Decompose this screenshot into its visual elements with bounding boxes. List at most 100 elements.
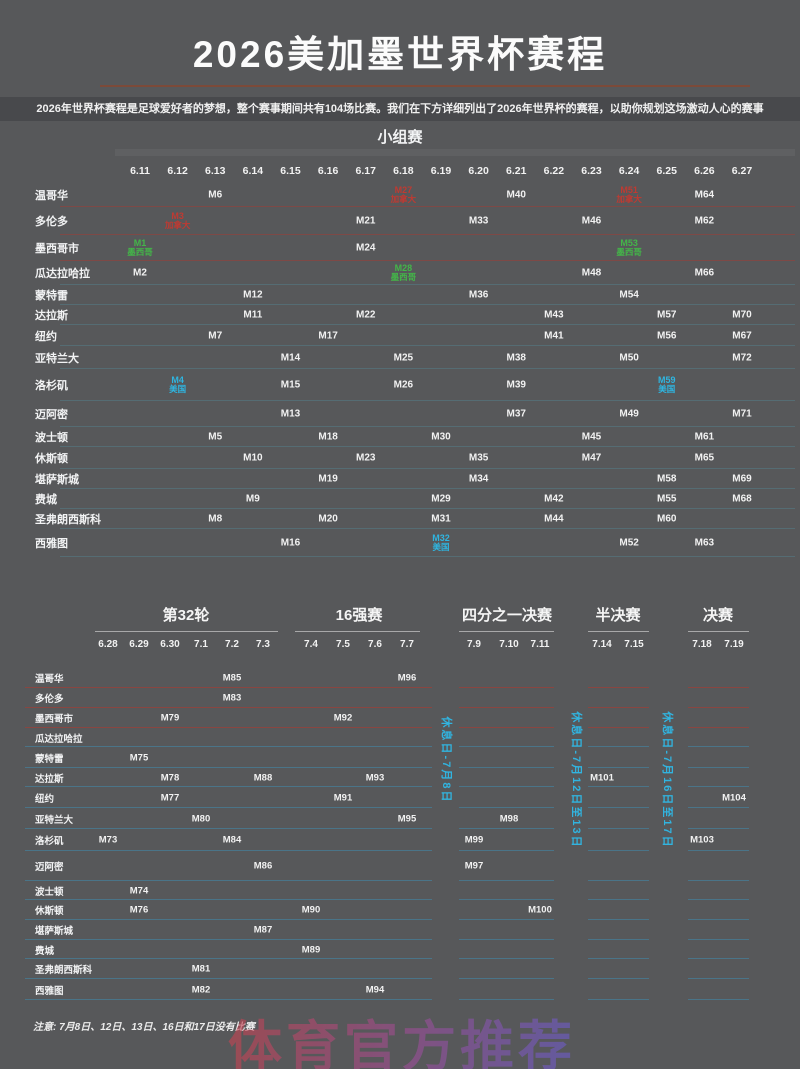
date-label: 6.19 [430, 165, 452, 177]
row-line [25, 850, 432, 851]
footnote: 注意: 7月8日、12日、13日、16日和17日没有比赛 [33, 1022, 255, 1033]
city-label: 纽约 [35, 793, 55, 805]
row-line [25, 899, 432, 900]
match-cell: M81 [191, 963, 211, 975]
schedule-row: 多伦多 M83 [0, 688, 800, 708]
match-cell: M80 [191, 813, 211, 824]
match-cell: M24 [356, 242, 376, 254]
date-label: 7.4 [304, 639, 318, 650]
schedule-row: 波士顿 M74 [0, 881, 800, 900]
match-cell: M101 [590, 772, 614, 783]
row-line [459, 880, 554, 881]
city-label: 多伦多 [35, 694, 64, 705]
row-line [25, 919, 432, 920]
schedule-row: 西雅图 M82 M94 [0, 979, 800, 1000]
row-line [60, 488, 795, 489]
match-cell: M67 [732, 330, 752, 341]
page-title: 2026美加墨世界杯赛程 [192, 34, 608, 75]
schedule-row: 迈阿密 M13 M37 M49 M71 [0, 401, 800, 427]
match-cell: M96 [397, 672, 417, 684]
rest-day-note: 休息日-7月8日 [440, 716, 452, 804]
city-label: 休斯顿 [35, 453, 68, 465]
row-line [25, 786, 432, 787]
match-cell: M66 [694, 267, 715, 279]
watermark: 体育官方推荐 [228, 1002, 576, 1069]
date-label: 6.24 [618, 165, 640, 177]
schedule-row: 休斯顿 M10 M23 M35 M47 M65 [0, 447, 800, 469]
match-cell: M103 [690, 834, 714, 846]
schedule-row: 堪萨斯城 M87 [0, 920, 800, 940]
date-label: 6.25 [656, 165, 677, 177]
match-cell: M17 [318, 330, 338, 341]
match-cell: M61 [694, 431, 715, 443]
match-cell: M43 [544, 309, 564, 321]
match-cell: M35 [468, 452, 489, 464]
row-line [60, 400, 795, 401]
match-cell: M21 [356, 215, 376, 227]
row-line [588, 786, 649, 787]
date-label: 6.27 [731, 165, 753, 177]
date-label: 6.20 [468, 165, 489, 177]
match-badge: M1 墨西哥 [127, 238, 153, 258]
match-cell: M36 [468, 289, 489, 301]
row-line [60, 468, 795, 469]
group-stage-date-header: 6.11 6.12 6.13 6.14 6.15 6.16 6.17 6.18 6.19 6.20… [0, 165, 800, 179]
date-label: 6.28 [98, 639, 118, 650]
match-cell: M55 [657, 493, 677, 505]
row-line [688, 958, 749, 959]
date-label: 7.10 [499, 639, 519, 650]
match-cell: M79 [160, 712, 180, 724]
row-line [688, 939, 749, 940]
match-cell: M45 [581, 431, 602, 443]
date-label: 6.17 [355, 165, 376, 177]
stage-underline [459, 631, 554, 632]
match-cell: M77 [160, 792, 180, 803]
match-cell: M100 [528, 904, 552, 916]
match-cell: M19 [318, 473, 338, 485]
row-line [588, 746, 649, 747]
match-cell: M2 [133, 267, 147, 279]
city-label: 迈阿密 [35, 862, 64, 873]
row-line [688, 999, 749, 1000]
row-line [25, 746, 432, 747]
date-label: 6.22 [543, 165, 565, 177]
match-cell: M85 [222, 672, 242, 684]
match-cell: M73 [98, 834, 118, 846]
date-label: 6.16 [317, 165, 339, 177]
date-label: 6.15 [280, 165, 301, 177]
schedule-row: 圣弗朗西斯科 M8 M20 M31 M44 M60 [0, 509, 800, 529]
row-line [459, 999, 554, 1000]
row-line [688, 707, 749, 708]
match-cell: M50 [619, 352, 639, 363]
match-cell: M98 [499, 813, 519, 824]
stage-underline [295, 631, 420, 632]
schedule-row: 蒙特雷 M75 [0, 747, 800, 768]
row-line [588, 978, 649, 979]
date-label: 7.3 [256, 639, 270, 650]
city-label: 休斯顿 [35, 906, 64, 917]
match-cell: M95 [397, 813, 417, 824]
row-line [459, 958, 554, 959]
date-label: 6.12 [167, 165, 188, 177]
match-cell: M38 [506, 352, 526, 363]
date-label: 7.14 [592, 639, 612, 650]
match-badge: M3 加拿大 [164, 211, 191, 231]
row-line [459, 707, 554, 708]
match-cell: M26 [393, 379, 414, 391]
city-label: 洛杉矶 [35, 836, 64, 847]
rest-day-note: 休息日-7月16日至17日 [661, 711, 673, 849]
match-badge: M28 墨西哥 [390, 263, 417, 283]
match-cell: M92 [333, 712, 353, 724]
match-cell: M37 [506, 408, 526, 420]
match-cell: M31 [431, 513, 451, 525]
match-cell: M39 [506, 379, 526, 391]
match-cell: M86 [253, 860, 273, 872]
schedule-row: 亚特兰大 M80 M95 M98 [0, 808, 800, 829]
row-line [588, 767, 649, 768]
row-line [459, 687, 554, 688]
stage-underline [688, 631, 749, 632]
city-label: 达拉斯 [35, 310, 68, 322]
date-label: 7.6 [368, 639, 382, 650]
city-label: 费城 [35, 494, 57, 506]
title-underline [100, 85, 750, 87]
